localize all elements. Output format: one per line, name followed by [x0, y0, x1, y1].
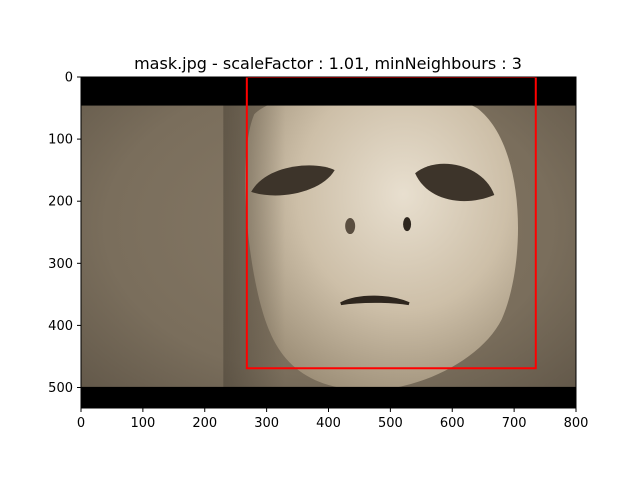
x-tick-label: 600: [440, 416, 465, 431]
x-tick-label: 500: [378, 416, 403, 431]
y-tick-label: 500: [48, 381, 73, 396]
x-tick-label: 400: [316, 416, 341, 431]
chart-title: mask.jpg - scaleFactor : 1.01, minNeighb…: [134, 54, 522, 73]
y-tick-label: 300: [48, 257, 73, 272]
mask-shape: [245, 88, 519, 391]
x-tick-label: 200: [192, 416, 217, 431]
y-tick-label: 100: [48, 133, 73, 148]
x-tick-label: 300: [254, 416, 279, 431]
left-eye-hole: [251, 165, 335, 196]
mouth-slit: [340, 295, 410, 306]
letterbox-bar: [81, 77, 576, 106]
detection-box: [245, 77, 537, 370]
x-tick-label: 0: [77, 416, 85, 431]
right-eye-hole: [415, 163, 495, 202]
x-tick-label: 700: [502, 416, 527, 431]
y-tick-label: 400: [48, 319, 73, 334]
y-tick-label: 0: [65, 71, 73, 86]
letterbox-bar: [81, 386, 576, 408]
left-nostril: [345, 218, 356, 235]
x-tick-label: 800: [564, 416, 589, 431]
mask-side-shadow: [223, 77, 286, 408]
y-tick-label: 200: [48, 195, 73, 210]
x-tick-label: 100: [130, 416, 155, 431]
mask-face-photo: [81, 77, 576, 408]
plot-area: [81, 77, 576, 408]
right-nostril: [403, 217, 412, 232]
